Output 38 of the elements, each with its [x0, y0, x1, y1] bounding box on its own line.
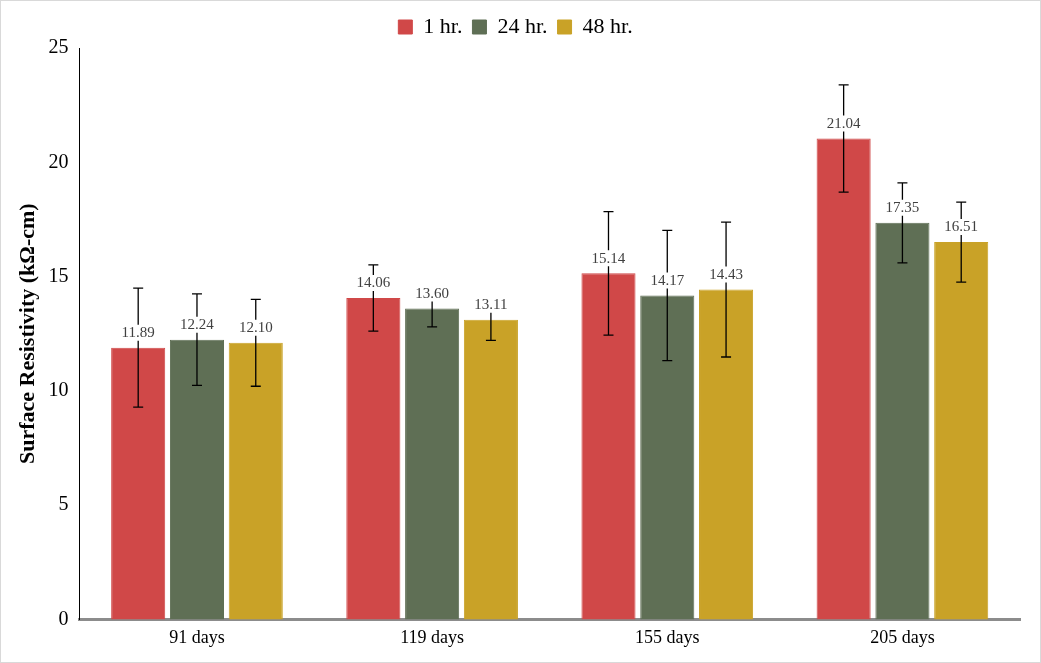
x-tick-label: 119 days [400, 626, 465, 647]
y-tick-label: 25 [48, 35, 69, 58]
y-tick-label: 15 [48, 263, 69, 286]
data-label: 14.06 [356, 274, 391, 291]
data-label: 21.04 [826, 114, 862, 131]
data-label: 14.17 [650, 271, 685, 288]
bar [934, 242, 989, 620]
bar [111, 347, 166, 620]
bar [581, 273, 636, 620]
bar [640, 295, 695, 620]
y-axis-title: Surface Resistivity (kΩ-cm) [13, 203, 39, 465]
bar [816, 138, 871, 620]
data-label: 11.89 [121, 324, 155, 341]
data-label: 12.10 [238, 319, 273, 336]
data-label: 17.35 [885, 199, 920, 216]
bar [875, 222, 930, 620]
x-tick-label: 155 days [635, 626, 700, 647]
data-label: 14.43 [709, 266, 743, 283]
legend-label: 24 hr. [497, 12, 548, 38]
bar [699, 289, 754, 620]
data-label: 12.24 [180, 316, 215, 333]
x-tick-label: 91 days [169, 626, 225, 647]
y-tick-label: 0 [58, 606, 69, 629]
y-tick-label: 20 [48, 149, 69, 172]
data-label: 13.11 [474, 296, 508, 313]
y-tick-label: 10 [48, 378, 69, 401]
x-tick-label: 205 days [870, 626, 935, 647]
bar [405, 308, 460, 620]
bar [228, 342, 283, 620]
legend-label: 48 hr. [582, 12, 633, 38]
y-tick-label: 5 [58, 492, 69, 515]
data-label: 15.14 [591, 249, 626, 266]
bar [169, 339, 225, 620]
data-label: 13.60 [415, 285, 449, 301]
legend-label: 1 hr. [423, 12, 463, 38]
bar [463, 319, 518, 620]
bar [346, 298, 401, 620]
data-label: 16.51 [944, 218, 979, 235]
